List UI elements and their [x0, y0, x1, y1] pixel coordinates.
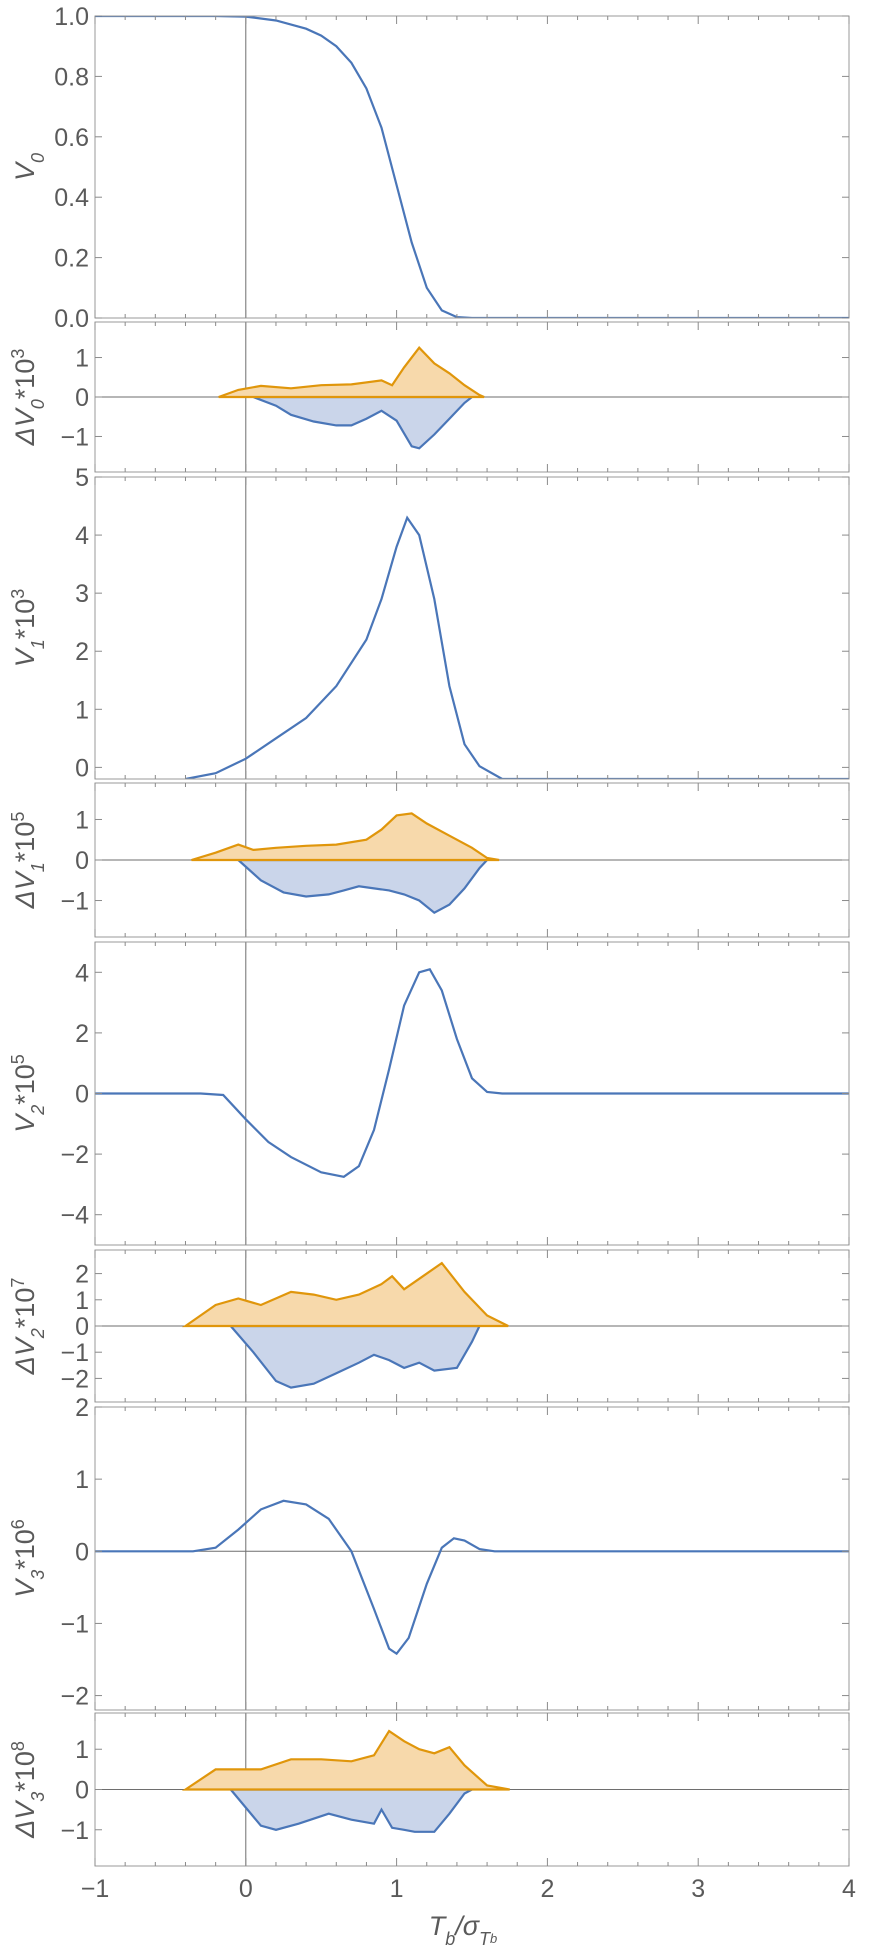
upper-band-area	[181, 1729, 510, 1791]
y-tick-label: 1	[75, 806, 89, 834]
y-axis-label: ΔV0*103	[8, 349, 48, 447]
y-tick-label: 1	[75, 1287, 89, 1315]
y-tick-label: 0	[75, 1313, 89, 1341]
lower-band-area	[228, 1324, 482, 1389]
y-tick-label: 4	[75, 959, 89, 987]
panel-frame	[94, 476, 850, 780]
x-axis-label: Tb/σTb	[429, 1911, 498, 1949]
y-tick-label: 2	[75, 1394, 89, 1422]
y-tick-label: 2	[75, 1020, 89, 1048]
y-tick-label: 0.6	[54, 124, 89, 152]
series-v3-line	[95, 1499, 849, 1656]
y-tick-label: −1	[60, 1817, 89, 1845]
y-axis-label: ΔV2*107	[8, 1278, 48, 1376]
y-tick-label: −2	[60, 1683, 89, 1711]
y-tick-label: −1	[60, 1610, 89, 1638]
series-v1-line	[185, 515, 849, 779]
x-tick-label: 0	[239, 1875, 253, 1903]
y-axis-label: V2*105	[8, 1054, 48, 1133]
panel-delta-v1: −1 0 1 ΔV1*105	[8, 782, 850, 938]
x-tick-label: −1	[81, 1875, 110, 1903]
panel-v0: 0.0 0.2 0.4 0.6 0.8 1.0 V0	[10, 3, 850, 333]
panel-v2: −4 −2 0 2 4 V2*105	[8, 941, 850, 1246]
lower-band-area	[235, 858, 490, 915]
y-tick-label: 2	[75, 638, 89, 666]
upper-band-area	[191, 812, 500, 862]
y-tick-label: 1.0	[54, 3, 89, 31]
panels-group: 0.00.20.40.60.81.0V0−101ΔV0*103012345V1*…	[8, 3, 850, 1867]
lower-band-area	[252, 395, 476, 450]
y-tick-label: 0	[75, 1538, 89, 1566]
upper-band-area	[182, 1261, 509, 1328]
y-tick-label: 0	[75, 384, 89, 412]
y-axis-label: V3*106	[8, 1519, 48, 1598]
series-v2-line	[95, 968, 849, 1178]
y-tick-label: 1	[75, 696, 89, 724]
y-tick-label: 0.8	[54, 63, 89, 91]
y-axis-label: ΔV3*108	[8, 1741, 48, 1839]
y-tick-label: 0	[75, 1777, 89, 1805]
y-tick-label: 3	[75, 580, 89, 608]
y-tick-label: −4	[60, 1202, 89, 1230]
y-axis-label: V1*103	[8, 589, 48, 668]
upper-band-area	[218, 346, 485, 399]
y-tick-label: 2	[75, 1261, 89, 1289]
panel-frame	[94, 1406, 850, 1711]
y-tick-label: 5	[75, 464, 89, 492]
panel-frame	[94, 15, 850, 319]
y-tick-label: 0	[75, 1081, 89, 1109]
y-tick-label: 0.0	[54, 305, 89, 333]
y-tick-label: −1	[60, 888, 89, 916]
y-tick-label: 1	[75, 1736, 89, 1764]
y-tick-label: −1	[60, 423, 89, 451]
y-tick-label: 0.4	[54, 184, 89, 212]
x-tick-label: 4	[842, 1875, 856, 1903]
lower-band-area	[228, 1788, 473, 1833]
series-v0-line	[95, 16, 849, 318]
panel-delta-v3: −1 0 1 ΔV3*108	[8, 1712, 850, 1867]
panel-delta-v0: −1 0 1 ΔV0*103	[8, 321, 850, 473]
x-axis: −1 0 1 2 3 4	[81, 1875, 856, 1903]
y-tick-label: −2	[60, 1365, 89, 1393]
x-tick-label: 2	[540, 1875, 554, 1903]
y-tick-label: 0.2	[54, 245, 89, 273]
y-tick-label: 0	[75, 754, 89, 782]
y-tick-label: −2	[60, 1141, 89, 1169]
panel-v3: −2 −1 0 1 2 V3*106	[8, 1394, 850, 1711]
y-tick-label: 4	[75, 522, 89, 550]
y-axis-label: ΔV1*105	[8, 812, 48, 910]
x-tick-label: 3	[691, 1875, 705, 1903]
y-tick-label: 1	[75, 345, 89, 373]
y-tick-label: 0	[75, 847, 89, 875]
y-axis-label: V0	[10, 153, 48, 181]
y-tick-label: −1	[60, 1339, 89, 1367]
panel-v1: 0 1 2 3 4 5 V1*103	[8, 464, 850, 782]
y-tick-label: 1	[75, 1466, 89, 1494]
x-tick-label: 1	[390, 1875, 404, 1903]
